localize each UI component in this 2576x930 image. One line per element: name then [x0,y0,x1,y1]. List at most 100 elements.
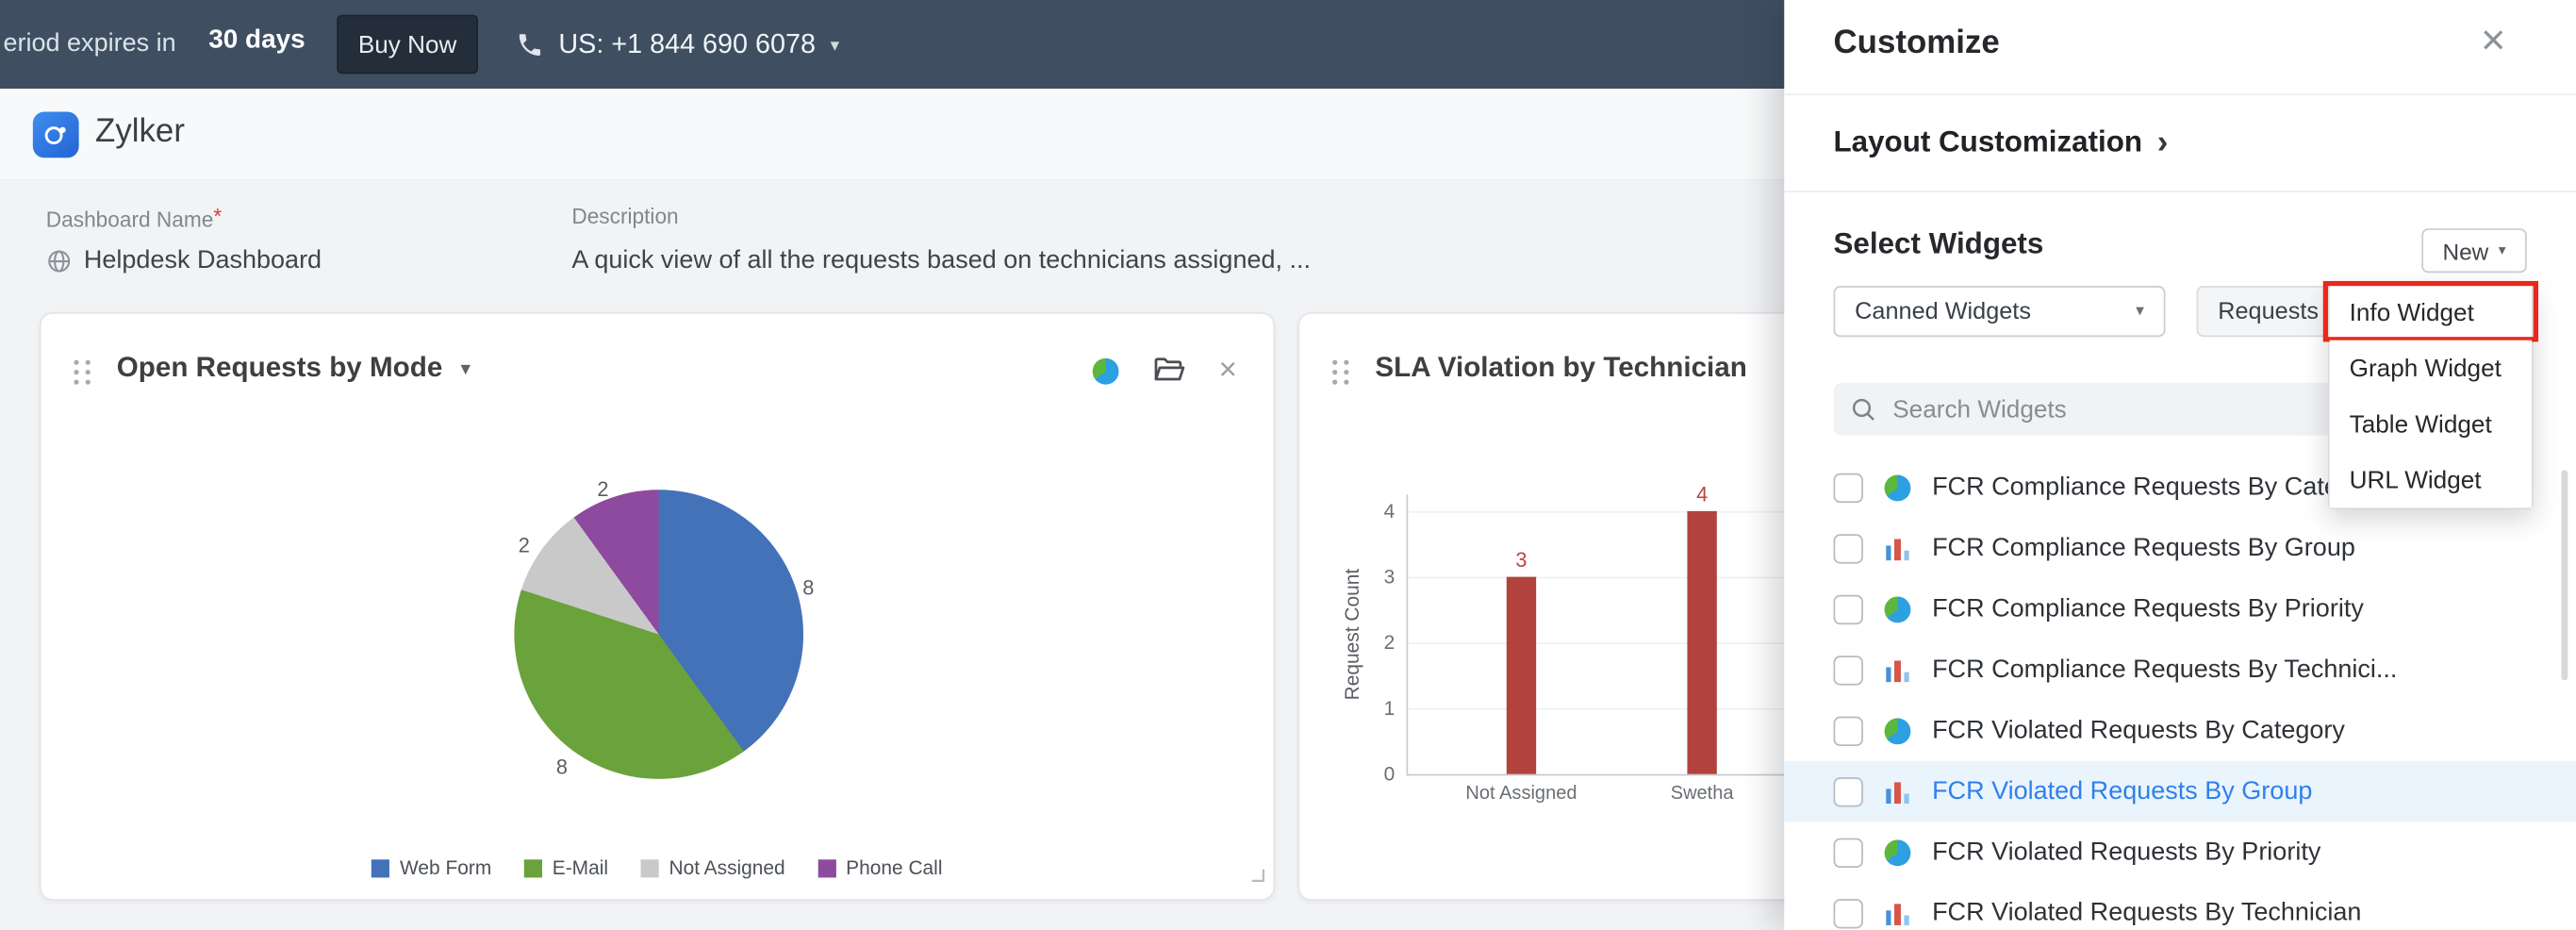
phone-number: US: +1 844 690 6078 [558,28,816,58]
card-title: Open Requests by Mode [116,351,443,383]
phone-icon [519,33,541,56]
dashboard-name-value[interactable]: Helpdesk Dashboard [46,246,322,275]
globe-icon [48,250,71,273]
widget-label: FCR Compliance Requests By Category [1932,472,2388,501]
support-phone-dropdown[interactable]: US: +1 844 690 6078 ▾ [516,0,839,89]
new-widget-menu: Info Widget Graph Widget Table Widget UR… [2322,280,2539,510]
brand-name: Zylker [95,113,185,150]
legend-item[interactable]: Not Assigned [640,856,785,879]
legend-item[interactable]: E-Mail [524,856,608,879]
dashboard-name-label: Dashboard Name* [45,204,223,232]
trial-expiry-text: eriod expires in [3,29,176,58]
widget-label: FCR Violated Requests By Category [1932,715,2345,744]
widget-checkbox[interactable] [1833,593,1863,624]
widget-label: FCR Violated Requests By Priority [1932,837,2321,866]
chevron-down-icon[interactable]: ▾ [460,357,471,380]
widget-checkbox[interactable] [1833,472,1863,503]
zylker-logo-icon [32,111,79,158]
list-item[interactable]: FCR Compliance Requests By Group [1784,518,2576,578]
resize-handle-icon[interactable] [1250,861,1265,890]
bar-value-label: 3 [1515,548,1527,573]
new-widget-button[interactable]: New ▾ [2421,228,2527,274]
widget-label: FCR Violated Requests By Technician [1932,898,2362,926]
list-item-highlighted[interactable]: FCR Violated Requests By Group [1784,760,2576,822]
select-widgets-heading: Select Widgets [1833,226,2044,260]
required-asterisk: * [213,204,223,229]
y-tick-label: 3 [1383,565,1395,589]
folder-open-icon[interactable] [1151,354,1186,389]
pie-slice-value-web-form: 8 [802,576,815,600]
pie-slice-value-e-mail: 8 [555,756,568,779]
pie-chart [514,490,804,779]
bar-chart-icon [1885,780,1911,804]
divider [1784,191,2576,192]
layout-customization-link[interactable]: Layout Customization › [1833,124,2169,160]
pie-chart-icon [1884,595,1911,623]
widget-checkbox[interactable] [1833,837,1863,868]
legend-item[interactable]: Phone Call [817,856,942,879]
bar-chart-icon [1885,902,1911,925]
widget-checkbox[interactable] [1833,776,1863,806]
widget-label: FCR Compliance Requests By Priority [1932,593,2364,623]
list-item[interactable]: FCR Violated Requests By Category [1784,700,2576,760]
list-item[interactable]: FCR Violated Requests By Technician [1784,883,2576,930]
canned-widgets-select[interactable]: Canned Widgets ▾ [1833,286,2166,338]
widget-label: FCR Compliance Requests By Group [1932,533,2355,562]
pie-chart-icon [1884,473,1911,501]
drag-handle-icon[interactable] [1332,359,1349,385]
widget-label: FCR Compliance Requests By Technici... [1932,655,2398,683]
buy-now-button[interactable]: Buy Now [337,14,479,75]
menu-item-table-widget[interactable]: Table Widget [2329,395,2533,453]
widget-label: FCR Violated Requests By Group [1932,776,2313,805]
x-category-label: Not Assigned [1465,784,1577,805]
description-label: Description [571,204,679,229]
description-value[interactable]: A quick view of all the requests based o… [571,246,1312,274]
scrollbar[interactable] [2561,470,2568,681]
menu-item-info-widget[interactable]: Info Widget [2322,280,2539,342]
widget-checkbox[interactable] [1833,715,1863,746]
bar-chart-icon [1885,658,1911,682]
y-tick-label: 2 [1383,631,1395,655]
widget-checkbox[interactable] [1833,655,1863,685]
menu-item-graph-widget[interactable]: Graph Widget [2329,340,2533,396]
y-tick-label: 1 [1383,696,1395,721]
x-category-label: Swetha [1670,784,1734,805]
pie-legend: Web Form E-Mail Not Assigned Phone Call [41,856,1274,879]
widget-checkbox[interactable] [1833,533,1863,563]
list-item[interactable]: FCR Violated Requests By Priority [1784,822,2576,882]
bar-chart-icon [1885,537,1911,560]
pie-slice-value-phone-call: 2 [597,478,609,502]
legend-swatch-phone-call [817,858,836,877]
card-title: SLA Violation by Technician [1375,351,1747,383]
list-item[interactable]: FCR Compliance Requests By Category [1784,457,2576,517]
y-axis-line [1406,494,1409,774]
y-tick-label: 4 [1383,499,1395,523]
panel-title: Customize [1833,25,2000,61]
chart-type-pie-icon[interactable] [1092,357,1119,384]
customize-panel: Customize × Layout Customization › Selec… [1784,0,2576,930]
pie-slice-value-not-assigned: 2 [518,534,530,557]
list-item[interactable]: FCR Compliance Requests By Priority [1784,578,2576,639]
widget-card-open-requests-by-mode: Open Requests by Mode ▾ × 2 2 8 8 Web Fo… [39,312,1276,901]
bar-value-label: 4 [1696,483,1709,507]
close-icon[interactable]: × [2481,14,2506,64]
bar-swetha[interactable] [1687,510,1717,774]
pie-chart-icon [1884,839,1911,866]
drag-handle-icon[interactable] [74,359,91,385]
legend-swatch-not-assigned [640,858,660,877]
list-item[interactable]: FCR Compliance Requests By Technici... [1784,639,2576,700]
legend-item[interactable]: Web Form [372,856,491,879]
menu-item-url-widget[interactable]: URL Widget [2329,452,2533,508]
bar-not-assigned[interactable] [1506,576,1537,774]
search-icon [1852,398,1874,421]
chevron-down-icon: ▾ [830,35,840,56]
pie-chart-icon [1884,717,1911,744]
widget-checkbox[interactable] [1833,898,1863,928]
widget-list: FCR Compliance Requests By Category FCR … [1784,457,2576,930]
close-icon[interactable]: × [1218,353,1238,389]
divider [1784,93,2576,96]
legend-swatch-e-mail [524,858,543,877]
y-tick-label: 0 [1383,762,1395,786]
chevron-down-icon: ▾ [2136,302,2144,321]
